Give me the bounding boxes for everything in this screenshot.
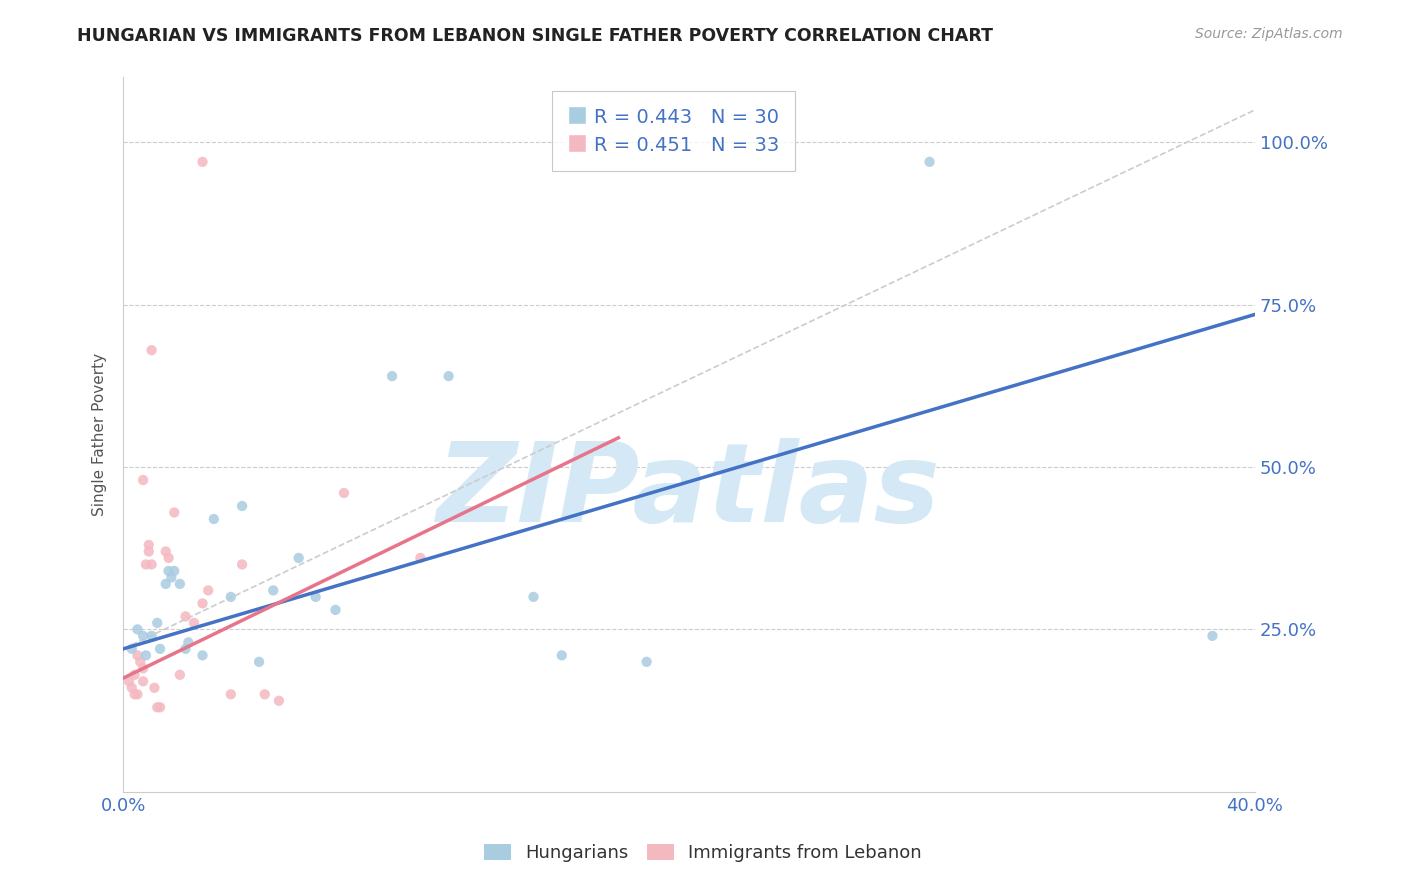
Point [333,486,356,500]
Point [247,655,270,669]
Point [124,687,146,701]
Point [918,154,941,169]
Point [121,641,143,656]
Point [231,558,253,572]
Point [149,641,172,656]
Point [437,369,460,384]
Point [132,629,155,643]
Point [174,641,197,656]
Point [174,609,197,624]
Point [169,577,191,591]
Point [551,648,574,663]
Point [636,655,658,669]
Point [132,473,155,487]
Point [219,590,242,604]
Point [138,544,160,558]
Point [163,564,186,578]
Point [155,577,177,591]
Point [129,655,152,669]
Point [138,538,160,552]
Point [143,681,166,695]
Point [183,615,205,630]
Point [141,629,163,643]
Point [197,583,219,598]
Point [522,590,544,604]
Legend: R = 0.443   N = 30, R = 0.451   N = 33: R = 0.443 N = 30, R = 0.451 N = 33 [551,91,796,170]
Point [1201,629,1223,643]
Point [202,512,225,526]
Point [262,583,284,598]
Point [287,550,309,565]
Point [160,570,183,584]
Point [135,558,157,572]
Point [127,623,149,637]
Point [163,506,186,520]
Point [124,668,146,682]
Point [177,635,200,649]
Point [141,343,163,358]
Point [325,603,347,617]
Point [157,564,180,578]
Point [132,674,155,689]
Point [409,550,432,565]
Y-axis label: Single Father Poverty: Single Father Poverty [93,353,107,516]
Point [267,694,290,708]
Text: HUNGARIAN VS IMMIGRANTS FROM LEBANON SINGLE FATHER POVERTY CORRELATION CHART: HUNGARIAN VS IMMIGRANTS FROM LEBANON SIN… [77,27,993,45]
Point [191,596,214,610]
Point [127,687,149,701]
Point [219,687,242,701]
Point [155,544,177,558]
Point [132,661,155,675]
Point [146,615,169,630]
Text: ZIPatlas: ZIPatlas [437,438,941,545]
Point [149,700,172,714]
Point [141,558,163,572]
Point [169,668,191,682]
Point [135,648,157,663]
Point [381,369,404,384]
Point [146,700,169,714]
Point [127,648,149,663]
Point [253,687,276,701]
Text: Source: ZipAtlas.com: Source: ZipAtlas.com [1195,27,1343,41]
Point [191,154,214,169]
Point [231,499,253,513]
Point [121,681,143,695]
Point [157,550,180,565]
Legend: Hungarians, Immigrants from Lebanon: Hungarians, Immigrants from Lebanon [477,837,929,870]
Point [118,674,141,689]
Point [305,590,328,604]
Point [191,648,214,663]
